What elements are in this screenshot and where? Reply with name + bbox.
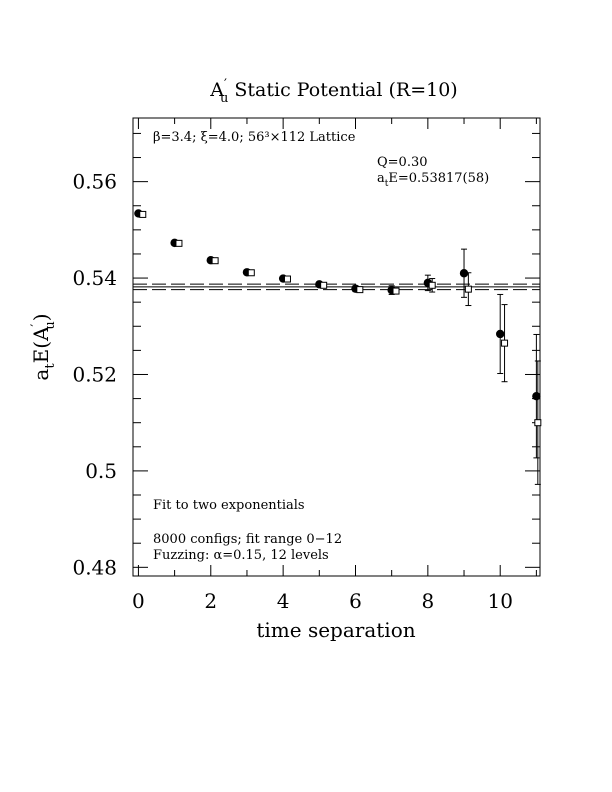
data-point-circle <box>532 391 541 401</box>
chart-title: A′ u Static Potential (R=10) <box>209 77 457 106</box>
lattice-annotation: β=3.4; ξ=4.0; 56³×112 Lattice <box>153 130 356 145</box>
energy-annotation: atE=0.53817(58) <box>377 171 489 189</box>
x-tick-label: 6 <box>349 589 362 613</box>
x-tick-label: 4 <box>277 589 290 613</box>
data-point-square <box>320 281 328 289</box>
fit-band <box>133 283 540 291</box>
x-tick-label: 10 <box>487 589 512 613</box>
data-point-square <box>175 239 183 247</box>
y-axis-label: atE(A′u) <box>29 313 58 380</box>
y-tick-label: 0.48 <box>72 555 117 579</box>
y-tick-label: 0.5 <box>85 459 117 483</box>
configs-annotation: 8000 configs; fit range 0−12 <box>153 532 342 547</box>
data-point-square <box>139 210 147 218</box>
q-annotation: Q=0.30 <box>377 155 428 170</box>
data-point-square <box>283 275 291 283</box>
fit-method-annotation: Fit to two exponentials <box>153 498 305 513</box>
data-series <box>134 209 542 485</box>
y-tick-label: 0.52 <box>72 362 117 386</box>
data-point-square <box>464 285 472 293</box>
x-axis-label: time separation <box>256 618 415 642</box>
data-point-circle <box>459 269 469 278</box>
x-tick-label: 2 <box>204 589 217 613</box>
data-point-square <box>247 269 255 277</box>
y-tick-label: 0.54 <box>72 266 117 290</box>
y-axis: 0.48 0.5 0.52 0.54 0.56 <box>72 132 540 579</box>
data-point-square <box>356 286 364 294</box>
data-point-circle <box>496 329 505 339</box>
x-axis: 0 2 4 6 8 10 <box>132 118 537 613</box>
data-point-square <box>501 339 509 347</box>
data-point-square <box>428 281 436 289</box>
y-tick-label: 0.56 <box>72 170 117 194</box>
plot-frame <box>132 117 541 577</box>
fuzzing-annotation: Fuzzing: α=0.15, 12 levels <box>153 548 329 563</box>
x-tick-label: 8 <box>421 589 434 613</box>
data-point-square <box>392 287 400 295</box>
x-tick-label: 0 <box>132 589 145 613</box>
data-point-square <box>211 257 219 265</box>
data-point-square <box>534 419 542 427</box>
